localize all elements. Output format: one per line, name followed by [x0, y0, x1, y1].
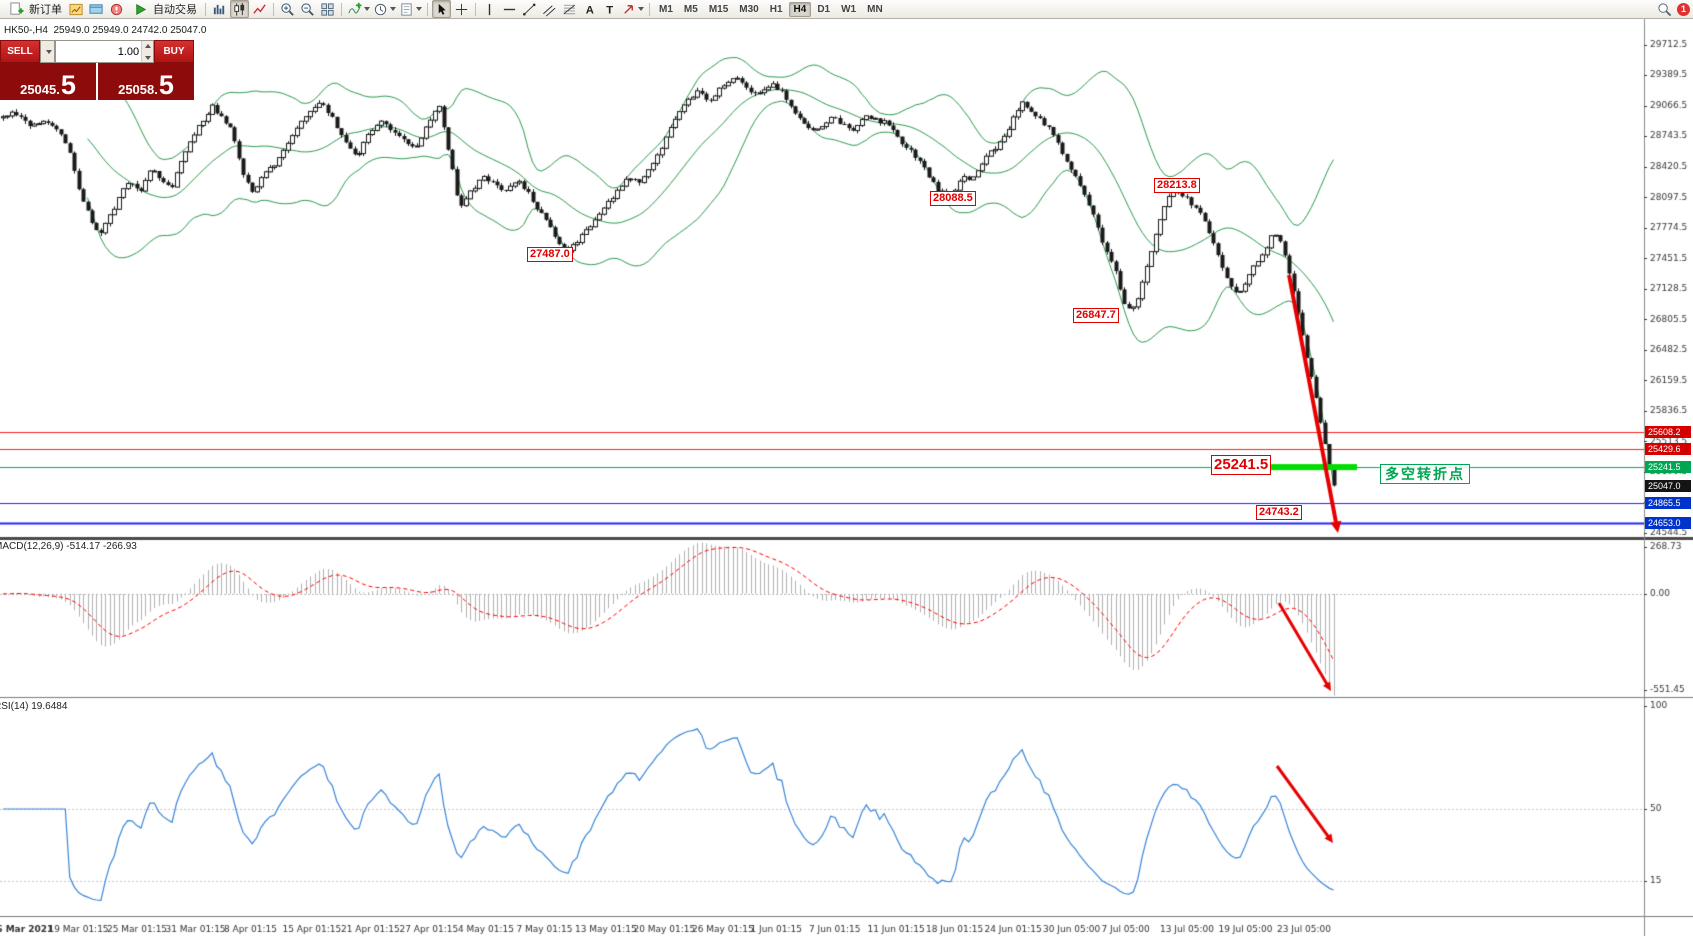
price-callout[interactable]: 27487.0 — [527, 247, 573, 262]
chevron-down-icon — [45, 49, 52, 54]
timeframe-m15-button[interactable]: M15 — [708, 3, 729, 15]
candlestick-icon[interactable] — [230, 0, 249, 18]
volume-field — [55, 40, 154, 63]
price-callout[interactable]: 25241.5 — [1211, 455, 1272, 475]
price-callout[interactable]: 24743.2 — [1256, 505, 1302, 520]
turning-point-annotation[interactable]: 多空转折点 — [1380, 464, 1470, 484]
buy-price[interactable]: 25058. 5 — [98, 63, 194, 100]
buy-price-big: 5 — [158, 70, 174, 100]
sell-button[interactable]: SELL — [0, 40, 40, 63]
rsi-indicator-label: RSI(14) 19.6484 — [0, 701, 68, 712]
play-icon — [131, 0, 150, 18]
templates-icon[interactable] — [398, 0, 423, 18]
price-callout[interactable]: 28088.5 — [930, 191, 976, 206]
label-icon[interactable]: T — [600, 0, 619, 18]
channel-icon[interactable] — [540, 0, 559, 18]
doc-plus-icon — [7, 0, 26, 18]
volume-stepper — [141, 41, 153, 62]
autotrading-button-label: 自动交易 — [153, 4, 197, 16]
axis-price-tag: 24865.5 — [1645, 496, 1691, 509]
search-icon[interactable] — [1655, 0, 1674, 18]
axis-price-tag: 25608.2 — [1645, 426, 1691, 439]
volume-decrease-button[interactable] — [142, 51, 153, 62]
sell-price-main: 25045. — [20, 82, 60, 97]
bar-chart-icon[interactable] — [210, 0, 229, 18]
chevron-down-icon — [364, 7, 370, 11]
order-row: SELL BUY — [0, 40, 194, 63]
chart-title: HK50-,H4 25949.0 25949.0 24742.0 25047.0 — [4, 25, 207, 36]
svg-text:T: T — [606, 4, 613, 16]
line-chart-icon[interactable] — [250, 0, 269, 18]
chevron-down-icon — [638, 7, 644, 11]
tile-windows-icon[interactable] — [318, 0, 337, 18]
price-row: 25045. 5 25058. 5 — [0, 63, 194, 100]
timeframe-m30-button[interactable]: M30 — [739, 3, 759, 15]
toolbar: 新订单 自动交易 A T M1 M5 M15 M30 H1 H4 D1 W1 MN 1 — [0, 0, 1693, 19]
chevron-down-icon — [390, 7, 396, 11]
svg-text:A: A — [586, 4, 594, 16]
price-callout[interactable]: 28213.8 — [1154, 178, 1200, 193]
vertical-line-icon[interactable] — [480, 0, 499, 18]
zoom-out-icon[interactable] — [298, 0, 317, 18]
timeframe-m5-button[interactable]: M5 — [683, 3, 698, 15]
cursor-icon[interactable] — [432, 0, 451, 18]
timeframe-h4-button[interactable]: H4 — [788, 1, 812, 17]
alerts-icon[interactable] — [107, 0, 126, 18]
toolbar-separator — [649, 2, 650, 16]
text-icon[interactable]: A — [580, 0, 599, 18]
buy-button[interactable]: BUY — [154, 40, 194, 63]
axis-price-tag: 25429.6 — [1645, 443, 1691, 456]
trendline-icon[interactable] — [520, 0, 539, 18]
timeframe-w1-button[interactable]: W1 — [841, 3, 857, 15]
buy-price-main: 25058. — [118, 82, 158, 97]
macd-indicator-label: MACD(12,26,9) -514.17 -266.93 — [0, 541, 137, 552]
zoom-in-icon[interactable] — [278, 0, 297, 18]
toolbar-separator — [341, 2, 342, 16]
toolbar-separator — [427, 2, 428, 16]
volume-dropdown-button[interactable] — [40, 40, 55, 63]
axis-price-tag: 25241.5 — [1645, 461, 1691, 474]
autotrading-button[interactable]: 自动交易 — [127, 1, 201, 18]
crosshair-icon[interactable] — [452, 0, 471, 18]
timeframe-d1-button[interactable]: D1 — [817, 3, 831, 15]
volume-increase-button[interactable] — [142, 41, 153, 52]
chevron-down-icon — [416, 7, 422, 11]
timeframe-m1-button[interactable]: M1 — [659, 3, 673, 15]
one-click-trading-panel: SELL BUY 25045.5 25058.5 — [0, 40, 194, 100]
new-order-button-label: 新订单 — [29, 4, 62, 16]
horizontal-line-icon[interactable] — [500, 0, 519, 18]
toolbar-separator — [205, 2, 206, 16]
notification-badge[interactable]: 1 — [1677, 2, 1690, 16]
new-order-button[interactable]: 新订单 — [3, 1, 66, 18]
arrows-icon[interactable] — [620, 0, 645, 18]
toolbar-separator — [273, 2, 274, 16]
toolbar-separator — [475, 2, 476, 16]
axis-price-tag: 24653.0 — [1645, 516, 1691, 529]
sell-price[interactable]: 25045. 5 — [0, 63, 98, 100]
timeframe-mn-button[interactable]: MN — [867, 3, 883, 15]
new-chart-icon[interactable] — [67, 0, 86, 18]
sell-price-big: 5 — [60, 70, 76, 100]
timeframe-h1-button[interactable]: H1 — [769, 3, 783, 15]
volume-input[interactable] — [56, 41, 142, 62]
price-callout[interactable]: 26847.7 — [1073, 308, 1119, 323]
axis-price-tag: 25047.0 — [1645, 479, 1691, 492]
periods-icon[interactable] — [372, 0, 397, 18]
indicators-icon[interactable] — [346, 0, 371, 18]
profiles-icon[interactable] — [87, 0, 106, 18]
fibonacci-icon[interactable] — [560, 0, 579, 18]
